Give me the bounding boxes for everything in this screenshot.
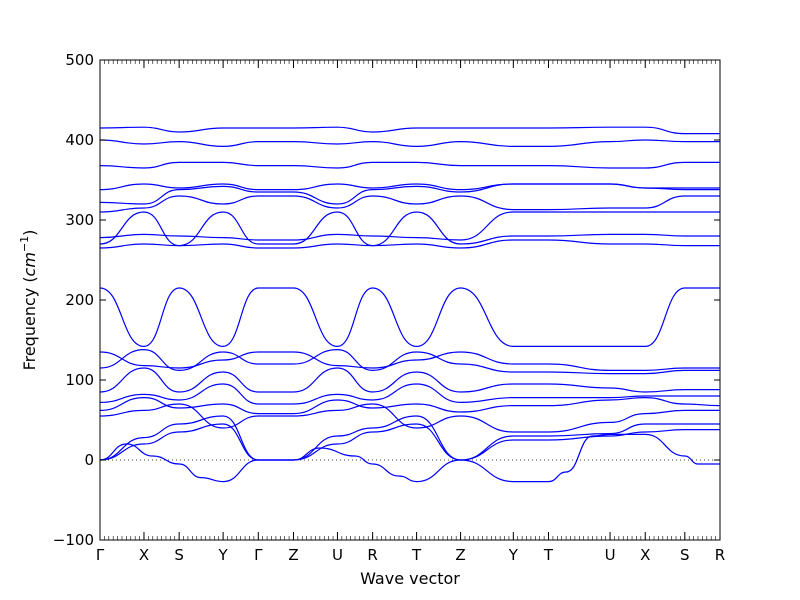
x-axis-label: Wave vector (360, 569, 460, 588)
x-tick-label: T (543, 546, 554, 564)
x-tick-label: Y (508, 546, 519, 564)
x-tick-label: Γ (254, 546, 263, 564)
x-tick-label: Γ (96, 546, 105, 564)
y-tick-label: 0 (84, 451, 94, 469)
y-tick-label: 500 (65, 51, 94, 69)
phonon-band-8 (99, 348, 720, 375)
x-tick-label: R (715, 546, 725, 564)
y-tick-label: 100 (65, 371, 94, 389)
x-tick-label: Z (455, 546, 465, 564)
x-tick-label: T (411, 546, 422, 564)
phonon-band-9 (99, 351, 720, 371)
y-axis: −100 0 100 200 300 400 500 (53, 51, 720, 549)
y-tick-label: 400 (65, 131, 94, 149)
x-tick-label: X (640, 546, 650, 564)
phonon-band-12 (99, 211, 720, 247)
phonon-band-3 (99, 433, 720, 483)
y-axis-label-text: Frequency ( (20, 276, 39, 370)
phonon-band-18 (99, 139, 720, 148)
x-tick-label: U (605, 546, 616, 564)
x-tick-label: R (367, 546, 377, 564)
y-axis-label: Frequency (cm−1) (18, 230, 39, 371)
phonon-band-16 (99, 183, 720, 191)
phonon-band-14 (99, 195, 720, 213)
x-tick-label: Z (288, 546, 298, 564)
phonon-band-17 (99, 161, 720, 169)
phonon-band-10 (99, 287, 720, 348)
x-tick-label: S (174, 546, 184, 564)
phonon-band-4 (99, 403, 720, 433)
x-tick-label: X (139, 546, 149, 564)
phonon-band-6 (99, 383, 720, 405)
y-axis-label-close: ) (20, 230, 39, 236)
y-axis-label-exponent: −1 (18, 236, 31, 252)
y-axis-label-unit: cm (20, 252, 39, 276)
phonon-band-2 (99, 415, 720, 461)
plot-frame (99, 59, 721, 541)
x-tick-label: U (332, 546, 343, 564)
phonon-band-11 (99, 239, 720, 249)
y-tick-label: 200 (65, 291, 94, 309)
phonon-band-5 (99, 396, 721, 415)
x-tick-label: S (680, 546, 690, 564)
y-tick-label: −100 (53, 531, 94, 549)
bands-group (99, 126, 721, 483)
x-tick-label: Y (218, 546, 229, 564)
phonon-band-7 (99, 367, 720, 393)
y-tick-label: 300 (65, 211, 94, 229)
phonon-band-19 (99, 126, 720, 135)
phonon-band-13 (99, 211, 720, 241)
